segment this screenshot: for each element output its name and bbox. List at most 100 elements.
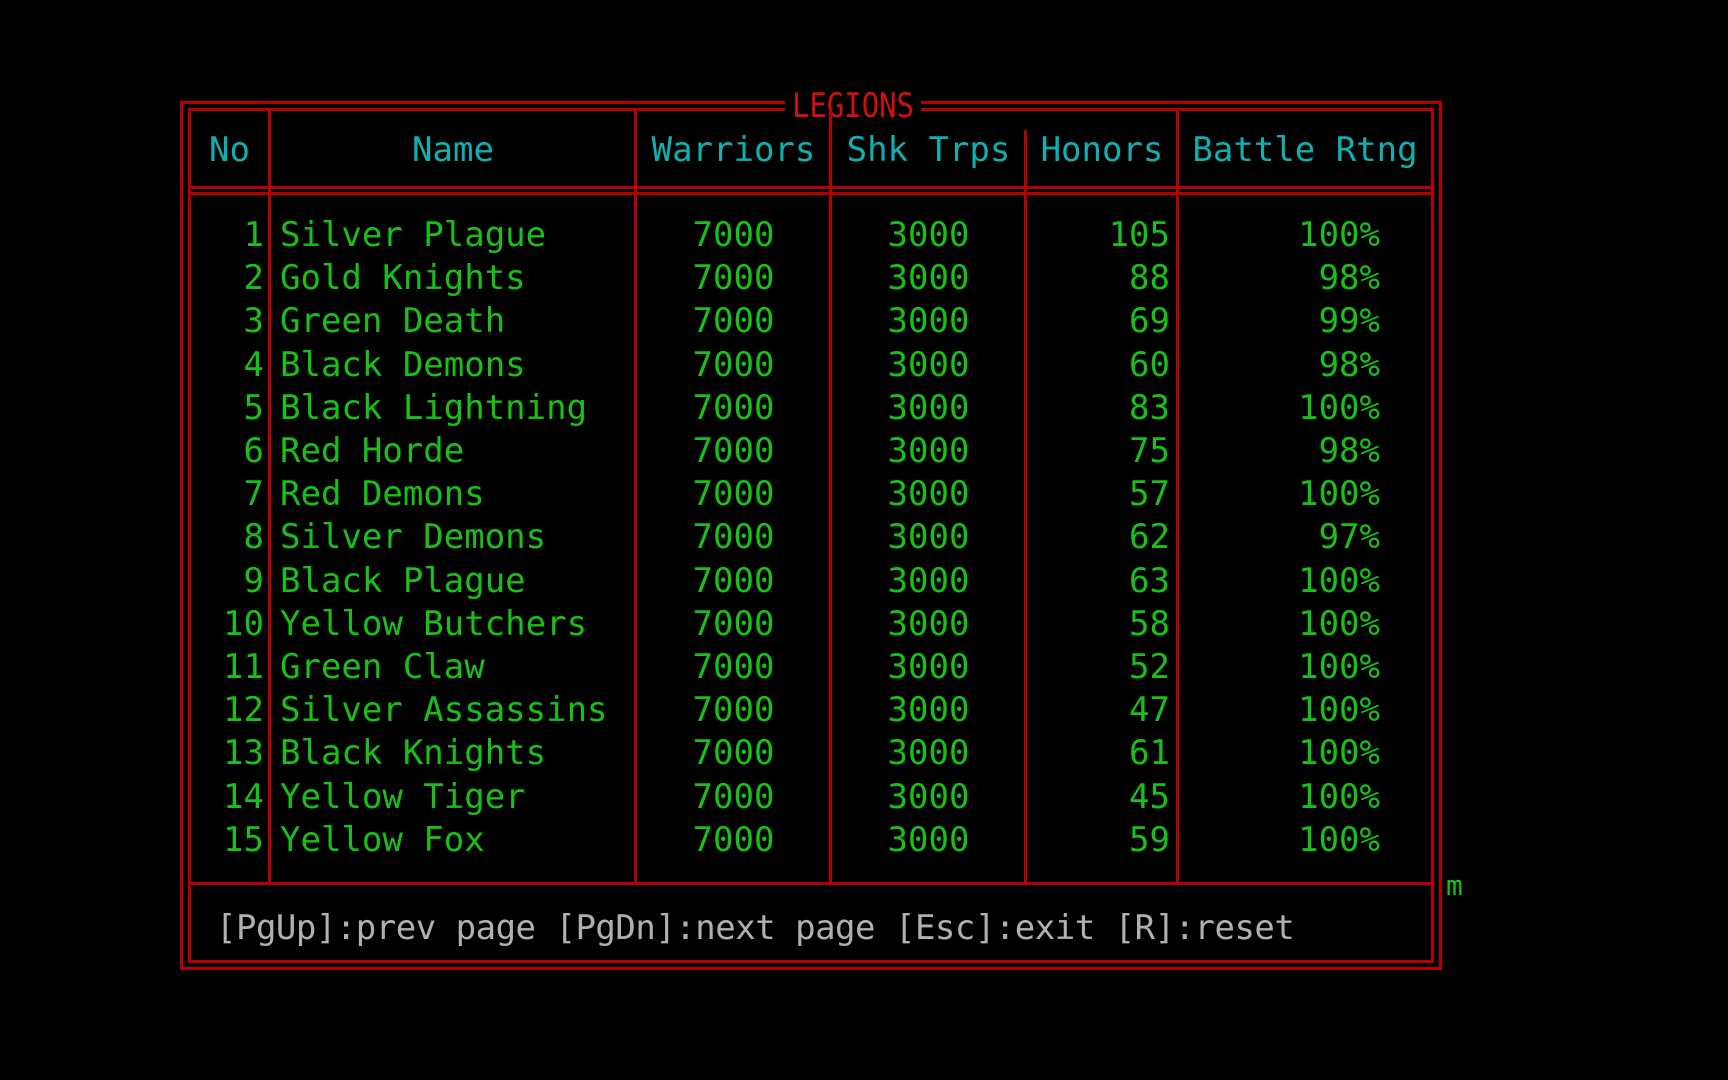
legion-number: 9: [243, 560, 264, 601]
legion-number: 13: [223, 733, 264, 774]
column-header[interactable]: No: [209, 130, 250, 170]
legion-number: 8: [243, 517, 264, 558]
legion-name: Silver Assassins: [280, 690, 608, 731]
legion-name: Green Claw: [280, 647, 485, 687]
battle-rating-value: 97%: [1318, 517, 1380, 558]
shock-troops-value: 3000: [887, 690, 970, 731]
legion-name: Yellow Butchers: [280, 603, 588, 644]
column-divider: [268, 110, 271, 882]
shock-troops-value: 3000: [887, 431, 970, 471]
warriors-value: 7000: [692, 819, 775, 860]
warriors-value: 7000: [692, 603, 775, 644]
legion-name: Silver Plague: [280, 215, 547, 255]
battle-rating-value: 100%: [1298, 474, 1380, 515]
honors-value: 75: [1129, 431, 1170, 471]
battle-rating-value: 100%: [1298, 387, 1380, 428]
legion-number: 4: [243, 344, 264, 385]
shock-troops-value: 3000: [887, 776, 970, 817]
warriors-value: 7000: [692, 560, 775, 601]
legion-number: 14: [223, 776, 264, 817]
column-header[interactable]: Battle Rtng: [1192, 130, 1418, 170]
column-header[interactable]: Shk Trps: [846, 130, 1011, 170]
honors-value: 57: [1129, 474, 1170, 515]
battle-rating-value: 98%: [1318, 258, 1380, 299]
shock-troops-value: 3000: [887, 258, 970, 299]
header-divider-2: [191, 192, 1431, 195]
warriors-value: 7000: [692, 215, 775, 255]
honors-value: 69: [1129, 301, 1170, 342]
header-divider: [191, 186, 1431, 189]
legion-name: Silver Demons: [280, 517, 547, 558]
honors-value: 58: [1129, 603, 1170, 644]
battle-rating-value: 98%: [1318, 344, 1380, 385]
legion-name: Yellow Fox: [280, 819, 485, 860]
legion-number: 11: [223, 647, 264, 687]
shock-troops-value: 3000: [887, 819, 970, 860]
legion-number: 6: [243, 431, 264, 471]
warriors-value: 7000: [692, 431, 775, 471]
warriors-value: 7000: [692, 474, 775, 515]
legion-number: 5: [243, 387, 264, 428]
column-header[interactable]: Warriors: [651, 130, 816, 170]
legion-name: Black Plague: [280, 560, 526, 601]
legion-name: Green Death: [280, 301, 506, 342]
honors-value: 62: [1129, 517, 1170, 558]
shock-troops-value: 3000: [887, 215, 970, 255]
legion-number: 3: [243, 301, 264, 342]
warriors-value: 7000: [692, 301, 775, 342]
legion-number: 15: [223, 819, 264, 860]
honors-value: 47: [1129, 690, 1170, 731]
warriors-value: 7000: [692, 344, 775, 385]
column-divider: [1176, 110, 1179, 882]
legion-number: 1: [243, 215, 264, 255]
shock-troops-value: 3000: [887, 387, 970, 428]
shock-troops-value: 3000: [887, 560, 970, 601]
footer-divider: [191, 882, 1431, 885]
shock-troops-value: 3000: [887, 474, 970, 515]
battle-rating-value: 100%: [1298, 733, 1380, 774]
shock-troops-value: 3000: [887, 517, 970, 558]
battle-rating-value: 100%: [1298, 776, 1380, 817]
honors-value: 105: [1108, 215, 1170, 255]
key-help-footer: [PgUp]:prev page [PgDn]:next page [Esc]:…: [216, 908, 1295, 948]
shock-troops-value: 3000: [887, 603, 970, 644]
legion-number: 10: [223, 603, 264, 644]
legion-name: Gold Knights: [280, 258, 526, 299]
column-divider: [634, 110, 637, 882]
honors-value: 61: [1129, 733, 1170, 774]
battle-rating-value: 100%: [1298, 819, 1380, 860]
honors-value: 83: [1129, 387, 1170, 428]
battle-rating-value: 100%: [1298, 647, 1380, 687]
legion-name: Red Demons: [280, 474, 485, 515]
warriors-value: 7000: [692, 776, 775, 817]
legion-name: Black Demons: [280, 344, 526, 385]
warriors-value: 7000: [692, 387, 775, 428]
warriors-value: 7000: [692, 258, 775, 299]
shock-troops-value: 3000: [887, 301, 970, 342]
warriors-value: 7000: [692, 690, 775, 731]
honors-value: 63: [1129, 560, 1170, 601]
honors-value: 52: [1129, 647, 1170, 687]
warriors-value: 7000: [692, 517, 775, 558]
legion-name: Black Knights: [280, 733, 547, 774]
battle-rating-value: 99%: [1318, 301, 1380, 342]
column-header[interactable]: Name: [412, 130, 494, 170]
shock-troops-value: 3000: [887, 647, 970, 687]
battle-rating-value: 98%: [1318, 431, 1380, 471]
honors-value: 88: [1129, 258, 1170, 299]
shock-troops-value: 3000: [887, 733, 970, 774]
warriors-value: 7000: [692, 647, 775, 687]
battle-rating-value: 100%: [1298, 215, 1380, 255]
column-divider: [829, 110, 832, 882]
battle-rating-value: 100%: [1298, 603, 1380, 644]
legion-name: Black Lightning: [280, 387, 588, 428]
column-header[interactable]: Honors: [1040, 130, 1164, 170]
legion-number: 2: [243, 258, 264, 299]
column-divider: [1024, 130, 1027, 882]
legion-number: 7: [243, 474, 264, 515]
honors-value: 45: [1129, 776, 1170, 817]
battle-rating-value: 100%: [1298, 690, 1380, 731]
warriors-value: 7000: [692, 733, 775, 774]
battle-rating-value: 100%: [1298, 560, 1380, 601]
legion-name: Red Horde: [280, 431, 465, 471]
